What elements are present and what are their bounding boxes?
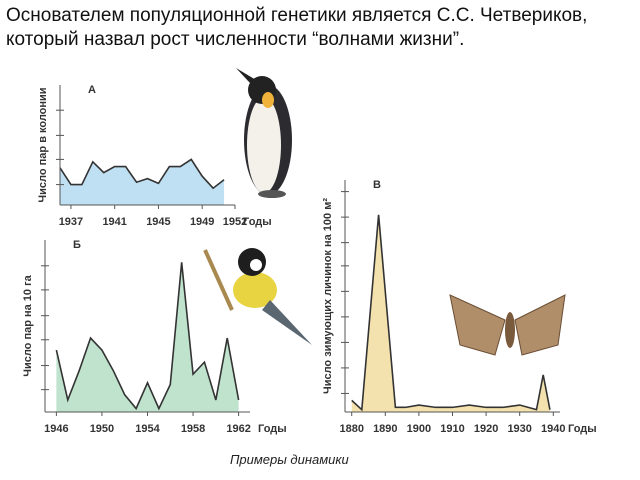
line bbox=[59, 158, 225, 190]
area bbox=[60, 159, 225, 205]
x-tick-label: 1940 bbox=[541, 423, 565, 435]
x-tick-label: 1900 bbox=[407, 423, 431, 435]
line bbox=[55, 262, 240, 411]
x-axis-label: Годы bbox=[243, 216, 272, 228]
area bbox=[351, 214, 550, 412]
x-tick-label: 1880 bbox=[339, 423, 363, 435]
y-axis-label: Число пар на 10 га bbox=[22, 274, 34, 376]
x-tick-label: 1910 bbox=[440, 423, 464, 435]
x-tick-label: 1958 bbox=[181, 423, 205, 435]
caption: Примеры динамики bbox=[230, 452, 349, 467]
x-axis-label: Годы bbox=[568, 423, 597, 435]
slide-text: Основателем популяционной генетики являе… bbox=[6, 5, 588, 50]
tit-bird bbox=[203, 248, 312, 345]
x-tick-label: 1954 bbox=[135, 423, 160, 435]
x-tick-label: 1920 bbox=[474, 423, 498, 435]
area bbox=[56, 262, 239, 412]
line bbox=[351, 214, 551, 412]
panel-label: Б bbox=[73, 239, 81, 251]
x-tick-label: 1950 bbox=[90, 423, 114, 435]
x-tick-label: 1930 bbox=[507, 423, 531, 435]
moth bbox=[449, 294, 566, 356]
x-tick-label: 1945 bbox=[146, 216, 170, 228]
x-tick-label: 1952 bbox=[223, 216, 247, 228]
penguin bbox=[236, 68, 292, 198]
x-tick-label: 1949 bbox=[190, 216, 214, 228]
x-tick-label: 1946 bbox=[44, 423, 68, 435]
x-tick-label: 1890 bbox=[373, 423, 397, 435]
panel-label: А bbox=[88, 84, 96, 96]
y-axis-label: Число зимующих личинок на 100 м² bbox=[322, 198, 334, 394]
x-tick-label: 1937 bbox=[59, 216, 83, 228]
y-axis-label: Число пар в колонии bbox=[37, 87, 49, 202]
x-axis-label: Годы bbox=[258, 423, 287, 435]
x-tick-label: 1941 bbox=[102, 216, 126, 228]
x-tick-label: 1962 bbox=[226, 423, 250, 435]
panel-label: В bbox=[373, 179, 381, 191]
